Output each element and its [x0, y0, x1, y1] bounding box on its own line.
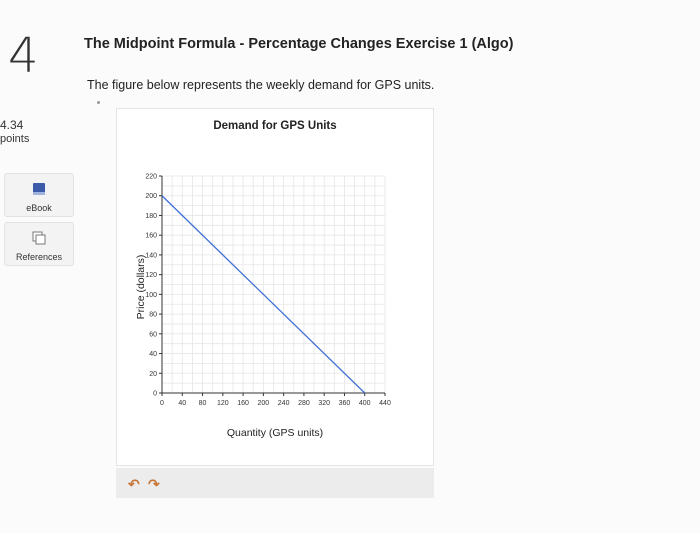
x-tick-label: 400	[359, 400, 371, 407]
ebook-button[interactable]: eBook	[4, 173, 74, 217]
undo-icon[interactable]: ↶	[128, 476, 140, 492]
y-tick-label: 120	[145, 272, 157, 279]
book-icon	[33, 183, 45, 195]
ebook-label: eBook	[26, 203, 52, 213]
redo-icon[interactable]: ↷	[148, 476, 160, 492]
y-tick-label: 140	[145, 252, 157, 259]
y-tick-label: 0	[153, 391, 157, 398]
points-label: points	[0, 133, 30, 145]
question-title: The Midpoint Formula - Percentage Change…	[84, 36, 514, 52]
y-tick-label: 200	[145, 193, 157, 200]
x-tick-label: 80	[199, 400, 207, 407]
references-icon	[32, 231, 46, 245]
y-tick-label: 100	[145, 292, 157, 299]
y-tick-label: 220	[145, 174, 157, 181]
bullet-dot	[97, 101, 100, 104]
x-tick-label: 0	[160, 400, 164, 407]
x-tick-label: 320	[318, 400, 330, 407]
y-tick-label: 40	[149, 351, 157, 358]
chart-card[interactable]: Demand for GPS Units Price (dollars) Qua…	[116, 108, 434, 466]
x-tick-label: 280	[298, 400, 310, 407]
references-label: References	[15, 252, 63, 262]
y-tick-label: 180	[145, 213, 157, 220]
points-value: 4.34	[0, 118, 24, 132]
x-tick-label: 360	[339, 400, 351, 407]
demand-curve	[161, 195, 366, 394]
y-tick-label: 160	[145, 233, 157, 240]
x-tick-label: 240	[278, 400, 290, 407]
x-axis-label: Quantity (GPS units)	[226, 427, 324, 439]
chart-title: Demand for GPS Units	[213, 120, 337, 132]
x-tick-label: 40	[178, 400, 186, 407]
x-tick-label: 200	[258, 400, 270, 407]
question-number: 4	[8, 28, 39, 84]
question-prompt: The figure below represents the weekly d…	[87, 78, 435, 92]
x-tick-label: 120	[217, 400, 229, 407]
references-button[interactable]: References	[4, 222, 74, 266]
x-tick-label: 440	[379, 400, 391, 407]
y-tick-label: 60	[149, 331, 157, 338]
y-tick-label: 80	[149, 312, 157, 319]
demand-chart[interactable]: 0 20 40 60 80 100 120 140 160 180 200 220 0 40 80 120 16…	[117, 109, 435, 467]
graph-toolbar: ↶ ↷	[116, 468, 434, 498]
x-tick-label: 160	[237, 400, 249, 407]
y-tick-label: 20	[149, 371, 157, 378]
